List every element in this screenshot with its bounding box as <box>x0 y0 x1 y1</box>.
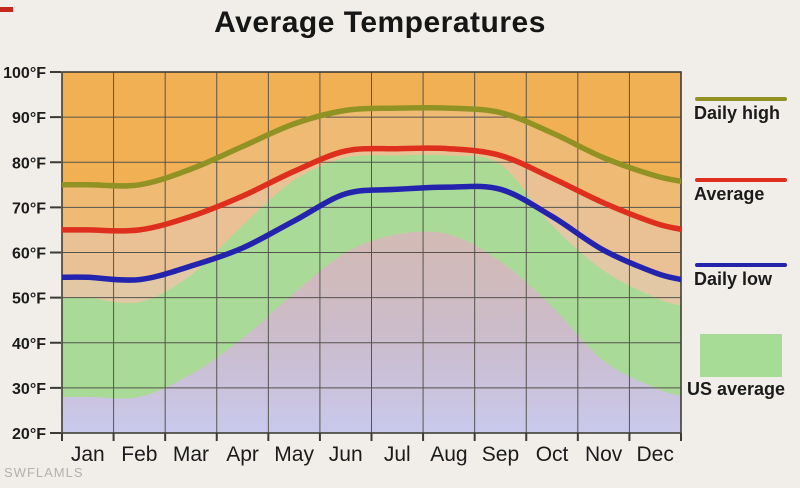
month-label: Feb <box>121 443 157 466</box>
us-average-swatch-icon <box>700 334 782 377</box>
legend-label-daily-low: Daily low <box>694 269 773 289</box>
average-swatch-icon <box>695 178 787 182</box>
legend-label-daily-high: Daily high <box>694 103 781 123</box>
daily-high-line <box>62 104 681 189</box>
daily-low-swatch-icon <box>695 263 787 267</box>
watermark: SWFLAMLS <box>4 465 84 480</box>
corner-red-mark <box>0 7 13 12</box>
month-label: Mar <box>173 443 209 466</box>
y-tick-label: 100°F <box>3 65 46 82</box>
axis-ticks <box>50 71 682 441</box>
y-tick-label: 30°F <box>12 381 46 398</box>
month-label: Jan <box>71 443 105 466</box>
month-label: Aug <box>430 443 467 466</box>
y-tick-label: 90°F <box>12 110 46 127</box>
y-tick-label: 70°F <box>12 200 46 217</box>
y-axis-labels: 20°F 30°F 40°F 50°F 60°F 70°F 80°F 90°F 100°F <box>3 65 46 443</box>
month-label: Sep <box>482 443 519 466</box>
chart-legend: Daily high Average Daily low US average <box>687 0 800 488</box>
month-label: Nov <box>585 443 623 466</box>
legend-label-average: Average <box>694 184 765 204</box>
y-tick-label: 60°F <box>12 246 46 263</box>
month-label: May <box>274 443 314 466</box>
daily-low-line <box>62 183 681 283</box>
y-tick-label: 20°F <box>12 426 46 443</box>
legend-label-us-average: US average <box>687 379 786 399</box>
month-label: Oct <box>536 443 569 466</box>
daily-high-swatch-icon <box>695 97 787 101</box>
month-label: Apr <box>226 443 259 466</box>
month-label: Jul <box>384 443 411 466</box>
y-tick-label: 80°F <box>12 155 46 172</box>
y-tick-label: 50°F <box>12 291 46 308</box>
series-lines <box>62 104 681 283</box>
month-label: Dec <box>637 443 674 466</box>
month-label: Jun <box>329 443 363 466</box>
average-line <box>62 145 681 234</box>
y-tick-label: 40°F <box>12 336 46 353</box>
x-axis-labels: Jan Feb Mar Apr May Jun Jul Aug Sep Oct Nov Dec <box>71 443 674 466</box>
chart-title: Average Temperatures <box>214 6 546 39</box>
